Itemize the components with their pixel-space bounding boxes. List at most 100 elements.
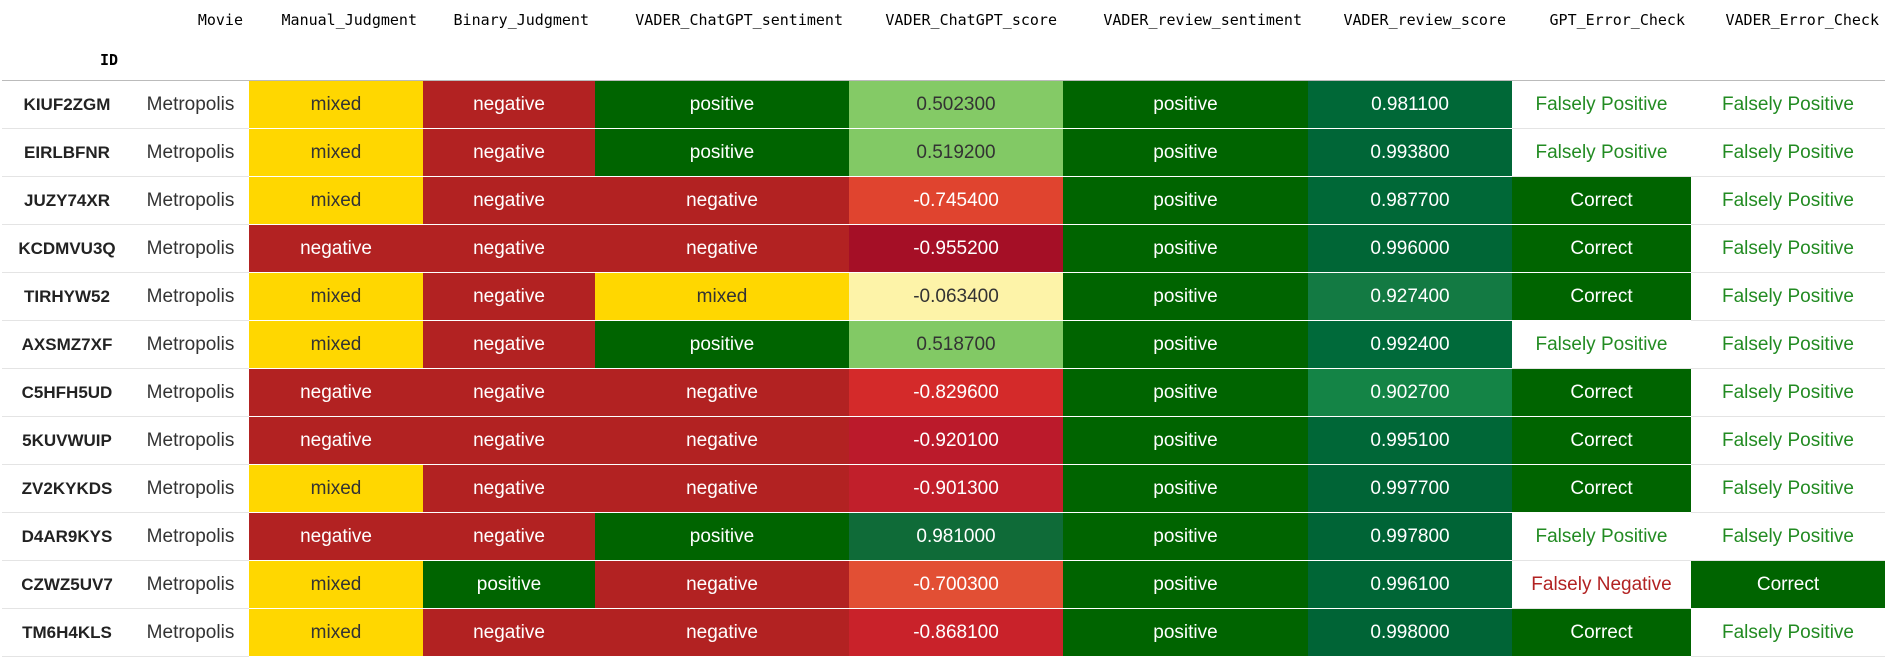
header-spacer (595, 40, 849, 81)
header-row: Movie Manual_Judgment Binary_Judgment VADER… (2, 0, 1885, 40)
table-cell: Correct (1512, 464, 1691, 513)
table-cell: Metropolis (132, 560, 249, 609)
table-cell: negative (423, 512, 595, 561)
table-cell: negative (249, 512, 423, 561)
table-cell: Metropolis (132, 128, 249, 177)
table-cell: -0.920100 (849, 416, 1063, 465)
row-index: JUZY74XR (2, 176, 132, 225)
table-cell: negative (249, 368, 423, 417)
table-cell: 0.997800 (1308, 512, 1512, 561)
table-cell: negative (595, 560, 849, 609)
table-row: AXSMZ7XF Metropolis mixed negative positive 0… (2, 320, 1885, 369)
table-cell: 0.997700 (1308, 464, 1512, 513)
table-cell: mixed (249, 608, 423, 657)
table-row: ZV2KYKDS Metropolis mixed negative negative -… (2, 464, 1885, 513)
table-cell: positive (595, 512, 849, 561)
table-cell: Falsely Positive (1691, 80, 1885, 129)
table-cell: 0.927400 (1308, 272, 1512, 321)
table-cell: positive (1063, 80, 1308, 129)
table-cell: negative (423, 608, 595, 657)
table-cell: -0.868100 (849, 608, 1063, 657)
header-spacer (1063, 40, 1308, 81)
table-cell: positive (1063, 176, 1308, 225)
table-cell: Metropolis (132, 464, 249, 513)
table-cell: negative (423, 368, 595, 417)
table-cell: mixed (595, 272, 849, 321)
table-cell: mixed (249, 80, 423, 129)
table-cell: positive (423, 560, 595, 609)
table-cell: negative (595, 368, 849, 417)
table-cell: positive (1063, 224, 1308, 273)
table-cell: Correct (1512, 272, 1691, 321)
table-cell: Falsely Positive (1691, 608, 1885, 657)
row-index: 5KUVWUIP (2, 416, 132, 465)
table-cell: 0.502300 (849, 80, 1063, 129)
table-cell: negative (423, 320, 595, 369)
table-cell: negative (423, 176, 595, 225)
table-cell: Falsely Positive (1691, 176, 1885, 225)
table-cell: Metropolis (132, 176, 249, 225)
table-cell: Falsely Positive (1512, 128, 1691, 177)
table-cell: negative (423, 80, 595, 129)
row-index: KIUF2ZGM (2, 80, 132, 129)
table-cell: positive (1063, 128, 1308, 177)
row-index: EIRLBFNR (2, 128, 132, 177)
table-cell: negative (595, 416, 849, 465)
header-spacer (849, 40, 1063, 81)
table-cell: Metropolis (132, 416, 249, 465)
table-cell: Falsely Negative (1512, 560, 1691, 609)
table-cell: Falsely Positive (1691, 224, 1885, 273)
table-cell: Falsely Positive (1691, 416, 1885, 465)
table-cell: -0.901300 (849, 464, 1063, 513)
table-cell: Falsely Positive (1691, 512, 1885, 561)
table-cell: positive (595, 320, 849, 369)
table-cell: Falsely Positive (1691, 368, 1885, 417)
column-header: VADER_review_sentiment (1103, 11, 1302, 29)
table-cell: -0.063400 (849, 272, 1063, 321)
table-cell: Metropolis (132, 224, 249, 273)
table-cell: positive (1063, 320, 1308, 369)
table-cell: Falsely Positive (1691, 320, 1885, 369)
header-spacer (1308, 40, 1512, 81)
table-cell: Falsely Positive (1512, 320, 1691, 369)
header-spacer (1691, 40, 1885, 81)
table-cell: Falsely Positive (1512, 80, 1691, 129)
table-cell: 0.996100 (1308, 560, 1512, 609)
table-cell: Correct (1691, 560, 1885, 609)
table-body: KIUF2ZGM Metropolis mixed negative positive 0… (2, 80, 1885, 657)
table-cell: Metropolis (132, 512, 249, 561)
column-header: VADER_review_score (1343, 11, 1506, 29)
table-row: TIRHYW52 Metropolis mixed negative mixed -0.0… (2, 272, 1885, 321)
table-cell: negative (595, 464, 849, 513)
column-header: Manual_Judgment (281, 11, 417, 29)
table-cell: negative (249, 416, 423, 465)
header-corner (2, 0, 132, 40)
table-cell: mixed (249, 272, 423, 321)
header-spacer (423, 40, 595, 81)
row-index: C5HFH5UD (2, 368, 132, 417)
table-cell: 0.995100 (1308, 416, 1512, 465)
table-cell: 0.987700 (1308, 176, 1512, 225)
column-header: VADER_ChatGPT_sentiment (635, 11, 843, 29)
table-cell: 0.993800 (1308, 128, 1512, 177)
table-cell: negative (595, 224, 849, 273)
table-row: KCDMVU3Q Metropolis negative negative negati… (2, 224, 1885, 273)
row-index: CZWZ5UV7 (2, 560, 132, 609)
column-header: VADER_ChatGPT_score (885, 11, 1057, 29)
table-cell: mixed (249, 464, 423, 513)
table-cell: positive (1063, 560, 1308, 609)
table-cell: Falsely Positive (1691, 272, 1885, 321)
table-cell: Falsely Positive (1512, 512, 1691, 561)
table-cell: positive (1063, 416, 1308, 465)
table-cell: positive (1063, 368, 1308, 417)
table-cell: Falsely Positive (1691, 464, 1885, 513)
table-cell: 0.902700 (1308, 368, 1512, 417)
table-cell: Falsely Positive (1691, 128, 1885, 177)
table-cell: -0.829600 (849, 368, 1063, 417)
table-cell: -0.700300 (849, 560, 1063, 609)
table-cell: positive (1063, 608, 1308, 657)
column-header: Binary_Judgment (453, 11, 589, 29)
table-cell: Metropolis (132, 320, 249, 369)
table-cell: positive (1063, 464, 1308, 513)
table-cell: negative (595, 608, 849, 657)
